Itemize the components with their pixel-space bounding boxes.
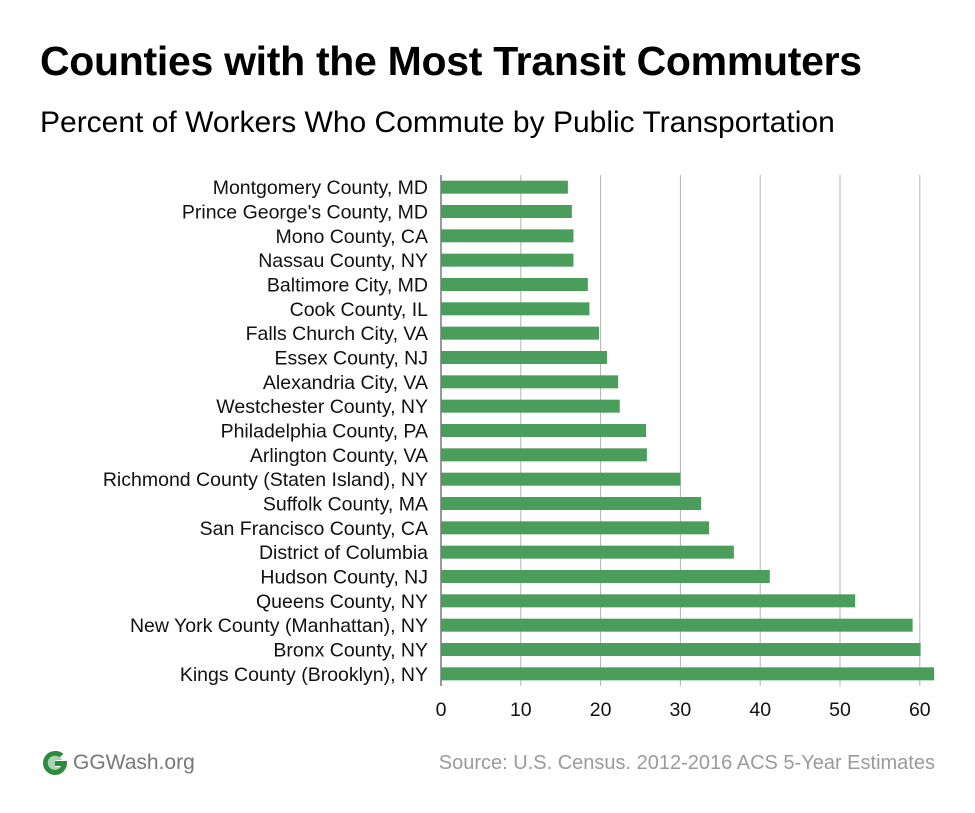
x-tick-label: 50 <box>829 699 851 721</box>
bar[interactable] <box>441 205 572 218</box>
bar[interactable] <box>441 448 647 462</box>
chart-title: Counties with the Most Transit Commuters <box>40 38 862 84</box>
bar[interactable] <box>441 472 681 486</box>
bar[interactable] <box>441 643 921 656</box>
category-label: District of Columbia <box>259 542 428 564</box>
bar[interactable] <box>441 351 607 364</box>
x-tick-label: 20 <box>590 699 612 721</box>
category-label: Mono County, CA <box>276 226 428 248</box>
bar[interactable] <box>441 229 574 243</box>
category-label: Alexandria City, VA <box>263 372 428 394</box>
category-label: Baltimore City, MD <box>267 275 428 297</box>
bars <box>441 180 935 681</box>
logo-text: GGWash.org <box>73 751 195 774</box>
category-label: Falls Church City, VA <box>246 323 428 345</box>
x-tick-label: 40 <box>749 699 771 721</box>
bar[interactable] <box>441 545 734 559</box>
category-label: Essex County, NJ <box>274 348 428 370</box>
category-labels: Montgomery County, MD Prince George's Cou… <box>103 177 428 686</box>
category-label: Hudson County, NJ <box>260 567 428 589</box>
bar[interactable] <box>441 521 710 535</box>
bar[interactable] <box>441 570 770 583</box>
category-label: Westchester County, NY <box>216 396 428 418</box>
category-label: Arlington County, VA <box>250 445 428 467</box>
bar[interactable] <box>441 399 620 413</box>
bar[interactable] <box>441 667 935 681</box>
bar[interactable] <box>441 278 588 291</box>
bar[interactable] <box>441 180 568 194</box>
category-label: Richmond County (Staten Island), NY <box>103 469 428 491</box>
category-label: Kings County (Brooklyn), NY <box>180 664 428 686</box>
x-tick-label: 0 <box>436 699 447 721</box>
chart-subtitle: Percent of Workers Who Commute by Public… <box>40 106 835 139</box>
bar[interactable] <box>441 302 590 316</box>
category-label: Cook County, IL <box>290 299 429 321</box>
bar[interactable] <box>441 424 647 437</box>
bar[interactable] <box>441 253 574 267</box>
bar[interactable] <box>441 375 619 389</box>
category-label: San Francisco County, CA <box>200 518 428 540</box>
category-label: Suffolk County, MA <box>263 494 428 516</box>
source-note: Source: U.S. Census. 2012-2016 ACS 5-Yea… <box>438 752 935 774</box>
x-tick-label: 60 <box>909 699 931 721</box>
ggwash-logo[interactable]: GGWash.org <box>40 748 195 778</box>
category-label: Queens County, NY <box>256 591 428 613</box>
x-axis-ticks: 0 10 20 30 40 50 60 <box>436 699 931 721</box>
ggwash-logo-icon <box>43 750 67 775</box>
category-label: New York County (Manhattan), NY <box>130 615 428 637</box>
bar[interactable] <box>441 594 856 608</box>
x-tick-label: 30 <box>670 699 692 721</box>
bar[interactable] <box>441 326 600 340</box>
category-label: Montgomery County, MD <box>213 177 428 199</box>
x-tick-label: 10 <box>510 699 532 721</box>
bar[interactable] <box>441 497 702 510</box>
category-label: Prince George's County, MD <box>182 202 428 224</box>
bar[interactable] <box>441 618 913 632</box>
category-label: Philadelphia County, PA <box>221 421 428 443</box>
category-label: Nassau County, NY <box>258 250 428 272</box>
category-label: Bronx County, NY <box>273 640 428 662</box>
